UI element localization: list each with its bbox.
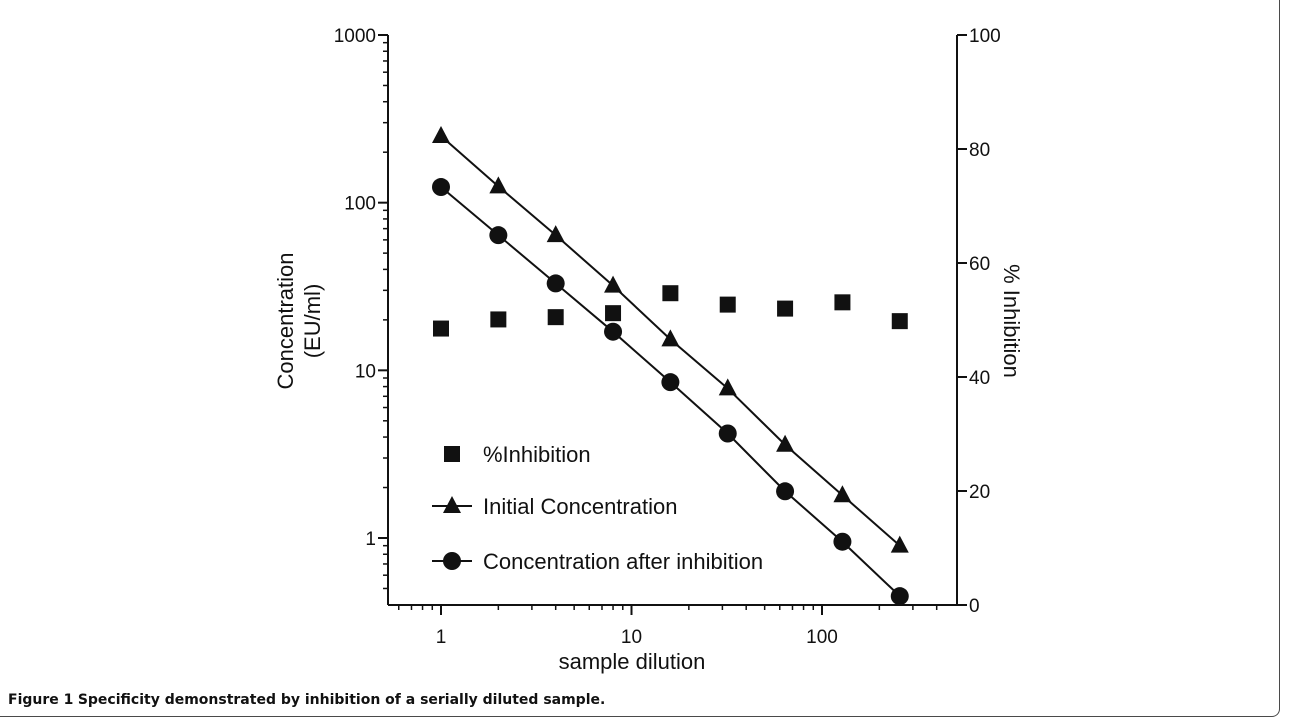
data-point-square bbox=[490, 311, 507, 328]
legend-marker-triangle bbox=[443, 496, 461, 513]
y-left-tick-label: 1000 bbox=[334, 26, 376, 47]
chart-ticks: 1 10 100 1 10 100 1000 0 20 40 60 80 100 bbox=[334, 26, 1001, 648]
data-point-square bbox=[719, 296, 736, 313]
data-point-square bbox=[891, 313, 908, 330]
data-point-triangle bbox=[661, 329, 680, 347]
chart: 1 10 100 1 10 100 1000 0 20 40 60 80 100 %Inhibition… bbox=[273, 26, 1024, 674]
data-point-square bbox=[834, 294, 851, 311]
x-tick-label: 1 bbox=[436, 627, 447, 648]
x-axis-title: sample dilution bbox=[559, 649, 706, 674]
y-right-tick-label: 0 bbox=[969, 596, 980, 617]
y-right-tick-label: 100 bbox=[969, 26, 1001, 47]
data-point-circle bbox=[546, 274, 565, 293]
data-point-square bbox=[777, 300, 794, 317]
legend-label: %Inhibition bbox=[483, 442, 591, 467]
series-markers bbox=[432, 125, 909, 606]
y-axis-left-title-line-1: Concentration bbox=[273, 253, 298, 390]
y-right-tick-label: 60 bbox=[969, 254, 990, 275]
series-lines bbox=[440, 135, 901, 597]
data-point-triangle bbox=[718, 378, 737, 396]
legend-marker-square bbox=[444, 446, 460, 462]
series-line-circle bbox=[440, 186, 901, 597]
x-tick-label: 100 bbox=[806, 627, 838, 648]
data-point-triangle bbox=[604, 275, 623, 293]
caption-label: Figure 1 bbox=[8, 692, 74, 708]
data-point-triangle bbox=[833, 485, 852, 503]
data-point-triangle bbox=[776, 434, 795, 452]
data-point-triangle bbox=[432, 125, 450, 143]
legend: %Inhibition Initial Concentration Concentr… bbox=[432, 442, 763, 574]
data-point-circle bbox=[604, 322, 623, 341]
caption-text: Specificity demonstrated by inhibition o… bbox=[77, 692, 606, 708]
figure-caption: Figure 1 Specificity demonstrated by inh… bbox=[8, 692, 605, 708]
data-point-triangle bbox=[890, 535, 909, 553]
data-point-circle bbox=[776, 482, 795, 501]
legend-label: Initial Concentration bbox=[483, 494, 677, 519]
y-left-tick-label: 10 bbox=[355, 361, 376, 382]
data-point-circle bbox=[432, 178, 450, 197]
data-point-circle bbox=[890, 587, 909, 606]
legend-label: Concentration after inhibition bbox=[483, 549, 763, 574]
y-axis-left-title: Concentration (EU/ml) bbox=[273, 253, 325, 390]
y-axis-right-title: % Inhibition bbox=[999, 264, 1024, 378]
chart-axes bbox=[387, 35, 958, 606]
data-point-circle bbox=[718, 424, 737, 443]
y-right-tick-label: 20 bbox=[969, 482, 990, 503]
y-left-tick-label: 1 bbox=[365, 529, 376, 550]
data-point-triangle bbox=[546, 225, 565, 243]
data-point-circle bbox=[661, 373, 680, 392]
y-left-tick-label: 100 bbox=[344, 194, 376, 215]
x-tick-label: 10 bbox=[621, 627, 642, 648]
data-point-circle bbox=[489, 226, 508, 245]
data-point-square bbox=[433, 320, 449, 337]
data-point-circle bbox=[833, 532, 852, 551]
y-right-tick-label: 80 bbox=[969, 140, 990, 161]
y-axis-left-title-line-2: (EU/ml) bbox=[300, 284, 325, 359]
data-point-triangle bbox=[489, 176, 508, 194]
y-right-tick-label: 40 bbox=[969, 368, 990, 389]
data-point-square bbox=[547, 309, 564, 326]
data-point-square bbox=[605, 305, 622, 322]
legend-marker-circle bbox=[443, 552, 461, 570]
data-point-square bbox=[662, 285, 679, 302]
